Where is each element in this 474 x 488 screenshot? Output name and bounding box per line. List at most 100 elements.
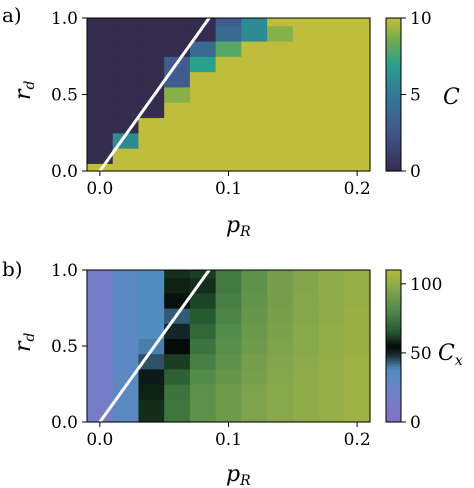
y-tick-label: 1.0: [51, 9, 78, 29]
heatmap-cell: [318, 148, 345, 164]
heatmap-cell: [87, 25, 114, 42]
colorbar-segment: [386, 305, 401, 309]
y-tick-label: 1.0: [51, 261, 78, 281]
heatmap-cell: [241, 292, 268, 309]
heatmap-cell: [267, 40, 294, 57]
heatmap-cell: [189, 148, 217, 164]
heatmap-cell: [138, 414, 165, 423]
heatmap-cell: [189, 102, 217, 119]
colorbar-segment: [386, 48, 401, 52]
heatmap-cell: [164, 277, 191, 294]
heatmap-cell: [87, 277, 114, 294]
colorbar-segment: [386, 28, 401, 32]
heatmap-cell: [164, 148, 191, 164]
heatmap-cell: [164, 270, 191, 279]
colorbar-segment: [386, 315, 401, 319]
heatmap-cell: [164, 102, 191, 119]
colorbar-segment: [386, 132, 401, 136]
heatmap-cell: [112, 323, 140, 339]
heatmap-cell: [344, 163, 371, 172]
colorbar-segment: [386, 323, 401, 327]
heatmap-cell: [318, 18, 345, 27]
heatmap-cell: [241, 18, 268, 27]
heatmap-cell: [112, 25, 140, 42]
heatmap-cell: [241, 40, 268, 57]
colorbar-segment: [386, 35, 401, 39]
heatmap-cell: [112, 292, 140, 309]
colorbar-segment: [386, 310, 401, 314]
colorbar-segment: [386, 353, 401, 357]
colorbar-segment: [386, 79, 401, 83]
colorbar-segment: [386, 158, 401, 162]
heatmap-cell: [138, 163, 165, 172]
colorbar-segment: [386, 81, 401, 85]
heatmap-cell: [267, 399, 294, 415]
heatmap-cell: [138, 132, 165, 149]
colorbar-segment: [386, 107, 401, 111]
colorbar-segment: [386, 416, 401, 421]
colorbar-segment: [386, 84, 401, 88]
heatmap-cell: [189, 163, 217, 172]
heatmap-cell: [318, 384, 345, 400]
heatmap-cell: [344, 148, 371, 164]
heatmap-cell: [292, 399, 320, 415]
colorbar-tick-label: 10: [410, 9, 432, 29]
panel-a: a) 0.0 0.1 0.2 0.0 0.5 1.0 pR rd 0 5 10 C: [2, 3, 460, 240]
heatmap-cell: [138, 399, 165, 415]
colorbar-segment: [386, 361, 401, 365]
heatmap-cell: [189, 384, 217, 400]
heatmap-cell: [318, 40, 345, 57]
heatmap-cell: [189, 71, 217, 88]
heatmap-cell: [112, 102, 140, 119]
heatmap-cell: [164, 132, 191, 149]
heatmap-cell: [241, 56, 268, 73]
heatmap-cell: [344, 18, 371, 27]
colorbar-segment: [386, 348, 401, 352]
heatmap-cell: [292, 56, 320, 73]
heatmap-cell: [267, 86, 294, 103]
heatmap-cell: [241, 148, 268, 164]
colorbar-tick-label: 5: [410, 86, 421, 106]
heatmap-cell: [267, 353, 294, 370]
colorbar-segment: [386, 335, 401, 339]
colorbar-segment: [386, 389, 401, 393]
heatmap-cell: [241, 132, 268, 149]
heatmap-cell: [112, 368, 140, 385]
heatmap-cell: [344, 56, 371, 73]
heatmap-cell: [215, 353, 242, 370]
heatmap-cell: [215, 308, 242, 324]
heatmap-cell: [215, 86, 242, 103]
heatmap-cell: [344, 384, 371, 400]
colorbar-segment: [386, 404, 401, 408]
colorbar-segment: [386, 38, 401, 42]
heatmap-cell: [241, 270, 268, 279]
colorbar-segment: [386, 419, 401, 423]
heatmap-cell: [241, 338, 268, 355]
heatmap-cell: [87, 414, 114, 423]
heatmap-cell: [318, 368, 345, 385]
heatmap-cell: [318, 86, 345, 103]
heatmap-cell: [112, 414, 140, 423]
heatmap-cell: [215, 132, 242, 149]
heatmap-cell: [267, 308, 294, 324]
heatmap-cell: [164, 414, 191, 423]
colorbar-segment: [386, 363, 401, 367]
heatmap-cell: [215, 270, 242, 279]
heatmap-cell: [292, 384, 320, 400]
colorbar-tick-label: 0: [410, 413, 421, 433]
heatmap-cell: [87, 292, 114, 309]
x-tick-label: 0.1: [215, 430, 242, 450]
colorbar-segment: [386, 340, 401, 345]
colorbar-segment: [386, 282, 401, 286]
heatmap-cell: [292, 308, 320, 324]
colorbar-segment: [386, 358, 401, 362]
colorbar-segment: [386, 23, 401, 27]
heatmap-cell: [292, 292, 320, 309]
heatmap-cell: [267, 102, 294, 119]
heatmap-cell: [189, 368, 217, 385]
heatmap-cell: [215, 277, 242, 294]
colorbar-segment: [386, 376, 401, 380]
colorbar-segment: [386, 391, 401, 395]
heatmap-cell: [215, 117, 242, 134]
